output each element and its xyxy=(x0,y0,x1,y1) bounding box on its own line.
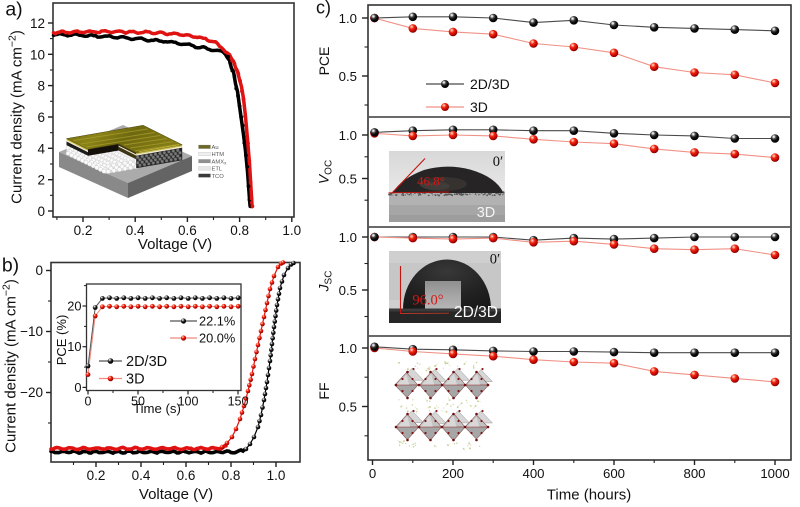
svg-text:2D/3D: 2D/3D xyxy=(454,304,498,321)
svg-text:HTM: HTM xyxy=(212,152,225,158)
svg-text:−20: −20 xyxy=(20,385,43,400)
svg-text:0: 0 xyxy=(85,395,92,409)
svg-text:Current density (mA cm−2): Current density (mA cm−2) xyxy=(1,279,20,453)
svg-text:3D: 3D xyxy=(470,99,488,115)
svg-text:0.5: 0.5 xyxy=(339,400,357,415)
svg-text:Time (hours): Time (hours) xyxy=(547,487,631,504)
svg-text:TCO: TCO xyxy=(212,174,225,180)
svg-text:0.5: 0.5 xyxy=(339,172,357,187)
svg-text:10: 10 xyxy=(30,47,45,62)
svg-text:b): b) xyxy=(2,255,19,277)
svg-text:12: 12 xyxy=(30,16,45,31)
svg-text:0.8: 0.8 xyxy=(222,468,241,483)
svg-text:10: 10 xyxy=(67,339,81,354)
svg-text:0.5: 0.5 xyxy=(339,69,357,84)
svg-text:ETL: ETL xyxy=(212,167,223,173)
svg-text:0.4: 0.4 xyxy=(132,468,151,483)
svg-text:JSC: JSC xyxy=(316,271,335,293)
svg-text:800: 800 xyxy=(683,466,705,481)
svg-text:4: 4 xyxy=(37,141,45,156)
svg-text:−10: −10 xyxy=(20,324,43,339)
svg-text:1.0: 1.0 xyxy=(339,128,357,143)
svg-text:100: 100 xyxy=(178,395,199,409)
svg-text:0.6: 0.6 xyxy=(177,468,196,483)
svg-text:0.6: 0.6 xyxy=(178,223,197,238)
svg-text:96.0°: 96.0° xyxy=(412,293,443,309)
svg-text:2D/3D: 2D/3D xyxy=(470,76,510,92)
svg-text:8: 8 xyxy=(37,79,45,94)
svg-text:3D: 3D xyxy=(477,205,496,221)
svg-text:1.0: 1.0 xyxy=(339,341,357,356)
svg-text:Voltage (V): Voltage (V) xyxy=(138,236,212,253)
svg-text:0.2: 0.2 xyxy=(74,223,93,238)
svg-text:a): a) xyxy=(5,0,22,21)
svg-text:20.0%: 20.0% xyxy=(199,331,235,346)
svg-text:400: 400 xyxy=(522,466,544,481)
svg-text:0′: 0′ xyxy=(490,252,500,268)
svg-text:3D: 3D xyxy=(126,372,145,388)
svg-text:200: 200 xyxy=(442,466,464,481)
svg-text:0: 0 xyxy=(35,263,43,278)
svg-text:20: 20 xyxy=(67,299,81,314)
svg-text:AMXx: AMXx xyxy=(212,159,228,165)
svg-text:600: 600 xyxy=(603,466,625,481)
svg-text:150: 150 xyxy=(228,395,249,409)
svg-text:c): c) xyxy=(316,0,331,18)
svg-text:2: 2 xyxy=(37,173,45,188)
svg-text:50: 50 xyxy=(131,395,145,409)
svg-text:1.0: 1.0 xyxy=(267,468,286,483)
svg-text:Time (s): Time (s) xyxy=(133,401,181,416)
svg-text:1.0: 1.0 xyxy=(339,230,357,245)
svg-text:0.5: 0.5 xyxy=(339,283,357,298)
svg-text:0.2: 0.2 xyxy=(87,468,106,483)
svg-text:1.0: 1.0 xyxy=(339,11,357,26)
svg-text:Current density (mA cm−2): Current density (mA cm−2) xyxy=(7,30,26,204)
svg-text:Voltage (V): Voltage (V) xyxy=(139,486,213,503)
svg-text:0′: 0′ xyxy=(493,154,503,170)
svg-text:Au: Au xyxy=(212,145,219,151)
svg-text:0.4: 0.4 xyxy=(126,223,145,238)
svg-text:0.8: 0.8 xyxy=(230,223,249,238)
svg-text:PCE (%): PCE (%) xyxy=(54,315,69,366)
svg-text:FF: FF xyxy=(316,382,332,399)
svg-text:1.0: 1.0 xyxy=(282,223,301,238)
svg-text:0: 0 xyxy=(369,466,376,481)
svg-text:VOC: VOC xyxy=(316,160,335,184)
svg-text:0: 0 xyxy=(74,380,81,395)
svg-text:PCE: PCE xyxy=(316,47,332,76)
svg-text:6: 6 xyxy=(37,110,45,125)
svg-text:46.8°: 46.8° xyxy=(417,174,445,189)
svg-text:22.1%: 22.1% xyxy=(199,314,235,329)
svg-text:1000: 1000 xyxy=(760,466,789,481)
svg-text:0: 0 xyxy=(37,204,45,219)
svg-text:2D/3D: 2D/3D xyxy=(126,354,167,370)
